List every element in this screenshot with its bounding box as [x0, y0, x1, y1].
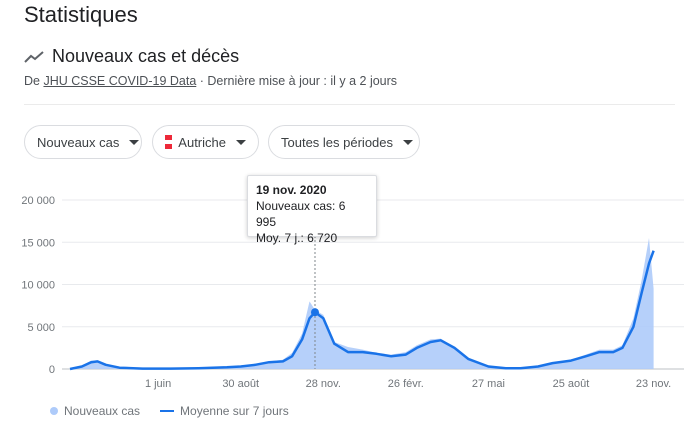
source-link[interactable]: JHU CSSE COVID-19 Data	[43, 74, 197, 88]
trending-icon	[24, 50, 44, 63]
metric-dropdown-label: Nouveaux cas	[37, 134, 120, 150]
seven-day-average-line	[69, 250, 655, 371]
country-dropdown-label: Autriche	[178, 134, 226, 150]
y-tick-label: 5 000	[27, 322, 55, 334]
chart-heading: Nouveaux cas et décès	[24, 46, 239, 67]
x-tick-label: 27 mai	[472, 378, 505, 390]
flag-stripe-middle	[165, 139, 173, 145]
period-dropdown-label: Toutes les périodes	[281, 134, 394, 150]
chart-tooltip: 19 nov. 2020 Nouveaux cas: 6 995 Moy. 7 …	[247, 175, 377, 245]
daily-cases-area	[70, 238, 654, 369]
x-tick-label: 28 nov.	[306, 378, 341, 390]
update-info: · Dernière mise à jour : il y a 2 jours	[196, 74, 398, 88]
flag-stripe-bottom	[165, 144, 173, 150]
page-title: Statistiques	[24, 2, 138, 27]
source-line: De JHU CSSE COVID-19 Data · Dernière mis…	[24, 74, 397, 88]
country-dropdown[interactable]: Autriche	[152, 125, 259, 159]
austria-flag-icon	[165, 135, 173, 150]
tooltip-average: Moy. 7 j.: 6 720	[256, 231, 338, 245]
legend-cases-label: Nouveaux cas	[64, 404, 141, 418]
chevron-down-icon	[403, 139, 414, 145]
flag-stripe-top	[165, 135, 173, 140]
y-tick-label: 0	[49, 364, 55, 376]
tooltip-cases: Nouveaux cas: 6 995	[256, 199, 346, 229]
tooltip-date: 19 nov. 2020	[256, 183, 327, 197]
divider	[24, 104, 675, 105]
chart-legend: Nouveaux cas Moyenne sur 7 jours	[50, 404, 289, 418]
x-tick-label: 23 nov.	[636, 378, 671, 390]
period-dropdown[interactable]: Toutes les périodes	[268, 125, 420, 159]
chart-subtitle: Nouveaux cas et décès	[52, 46, 240, 66]
chevron-down-icon	[129, 139, 140, 145]
y-axis-labels: 0 5 000 10 000 15 000 20 000	[21, 195, 55, 376]
chevron-down-icon	[236, 139, 246, 145]
metric-dropdown[interactable]: Nouveaux cas	[24, 125, 142, 159]
legend-average-swatch	[160, 410, 175, 412]
x-tick-label: 30 août	[222, 378, 259, 390]
legend-average-label: Moyenne sur 7 jours	[180, 404, 289, 418]
y-tick-label: 10 000	[21, 280, 55, 292]
hover-indicator-dot	[310, 308, 319, 317]
x-tick-label: 1 juin	[145, 378, 171, 390]
x-tick-label: 25 août	[553, 378, 590, 390]
legend-cases-swatch	[50, 407, 58, 415]
y-tick-label: 15 000	[21, 237, 55, 249]
source-prefix: De	[24, 74, 44, 88]
x-axis-labels: 1 juin 30 août 28 nov. 26 févr. 27 mai 25 aoû…	[145, 378, 671, 390]
x-tick-label: 26 févr.	[388, 378, 424, 390]
y-tick-label: 20 000	[21, 195, 55, 207]
